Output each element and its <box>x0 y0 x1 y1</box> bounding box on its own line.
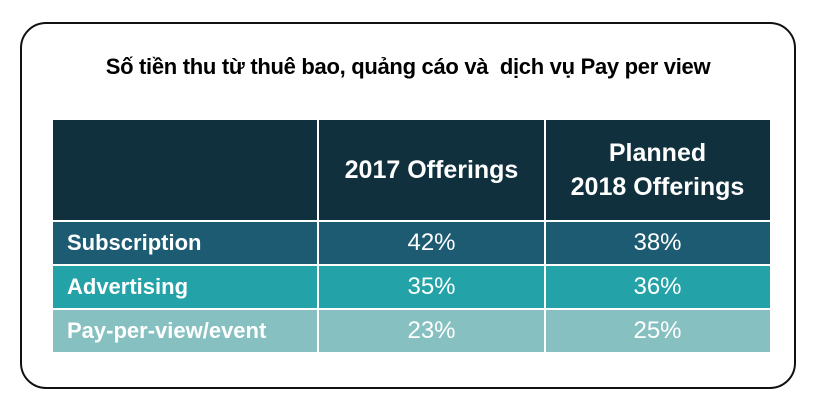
header-line: 2018 Offerings <box>570 173 745 201</box>
header-line: 2017 Offerings <box>344 156 519 184</box>
table-row: Advertising 35% 36% <box>53 266 770 308</box>
cell-value: 38% <box>633 229 682 256</box>
row-label: Subscription <box>67 230 202 255</box>
row-label: Pay-per-view/event <box>67 318 267 343</box>
separator <box>544 120 546 220</box>
cell-value: 36% <box>633 273 682 300</box>
separator <box>317 310 319 352</box>
separator <box>544 310 546 352</box>
cell-value: 35% <box>407 273 456 300</box>
row-label: Advertising <box>67 274 189 299</box>
title: Số tiền thu từ thuê bao, quảng cáo và dị… <box>105 54 711 79</box>
separator <box>317 266 319 308</box>
cell-value: 42% <box>407 229 456 256</box>
separator <box>317 120 319 220</box>
separator <box>544 266 546 308</box>
cell-value: 23% <box>407 317 456 344</box>
header-cell: Planned 2018 Offerings <box>545 120 770 220</box>
header-line: Planned <box>608 139 707 167</box>
table-row: Subscription 42% 38% <box>53 222 770 264</box>
separator <box>544 222 546 264</box>
separator <box>317 222 319 264</box>
header-cell: 2017 Offerings <box>318 120 545 220</box>
header-row: 2017 Offerings Planned 2018 Offerings <box>53 120 770 220</box>
table-row: Pay-per-view/event 23% 25% <box>53 310 770 352</box>
cell-value: 25% <box>633 317 682 344</box>
frame <box>20 22 796 389</box>
